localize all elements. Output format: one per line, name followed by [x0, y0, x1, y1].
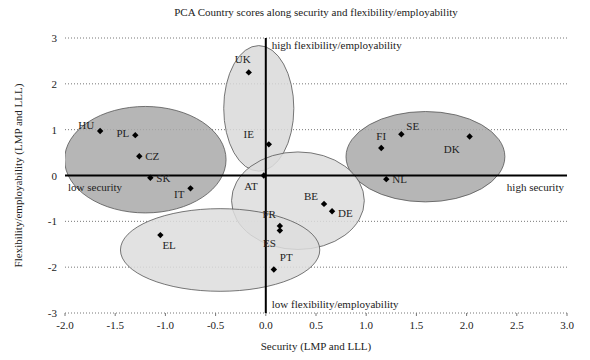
point — [187, 185, 193, 191]
point-label: UK — [235, 53, 251, 65]
point — [277, 227, 283, 233]
title: PCA Country scores along security and fl… — [174, 6, 458, 18]
point-label: SE — [406, 120, 419, 132]
group-ellipse — [346, 112, 505, 202]
x-tick-label: -1.0 — [157, 319, 175, 331]
point-label: AT — [244, 180, 258, 192]
point — [378, 145, 384, 151]
point — [261, 172, 267, 178]
annotation: high flexibility/employability — [272, 39, 402, 51]
point-label: FI — [376, 130, 386, 142]
y-tick-label: 2 — [52, 78, 58, 90]
x-tick — [516, 313, 517, 316]
x-tick — [567, 313, 568, 316]
group-ellipse — [120, 209, 319, 292]
x-tick-label: 2.5 — [510, 319, 524, 331]
group-ellipse — [224, 46, 294, 172]
grid-line — [65, 175, 567, 176]
group-ellipses — [65, 46, 505, 292]
x-tick-label: 1.0 — [359, 319, 373, 331]
point-label: SK — [156, 172, 170, 184]
x-tick-label: 1.5 — [410, 319, 424, 331]
point — [271, 266, 277, 272]
x-tick — [215, 313, 216, 316]
point — [466, 133, 472, 139]
y-tick-label: 3 — [52, 32, 58, 44]
point-label: ES — [263, 237, 276, 249]
group-ellipse — [65, 106, 226, 212]
point — [321, 201, 327, 207]
point — [136, 153, 142, 159]
point — [329, 208, 335, 214]
x-tick-label: -1.5 — [106, 319, 124, 331]
y-tick-label: -3 — [48, 307, 58, 319]
x-axis-label: Security (LMP and LLL) — [261, 340, 372, 353]
point — [147, 175, 153, 181]
point-label: PT — [280, 251, 293, 263]
grid-line — [65, 83, 567, 84]
x-tick — [416, 313, 417, 316]
y-tick-label: -1 — [48, 215, 57, 227]
point — [97, 128, 103, 134]
x-tick-label: -2.0 — [56, 319, 74, 331]
annotation: low security — [68, 181, 123, 193]
point-label: IT — [174, 188, 185, 200]
point — [157, 232, 163, 238]
point — [132, 132, 138, 138]
point-label: BE — [304, 190, 318, 202]
point-label: EL — [162, 239, 176, 251]
annotation: low flexibility/employability — [272, 298, 399, 310]
point — [266, 141, 272, 147]
points — [97, 69, 473, 272]
point-label: DE — [338, 207, 353, 219]
x-tick — [165, 313, 166, 316]
point-label: PL — [116, 127, 129, 139]
y-tick-label: 0 — [52, 170, 58, 182]
x-axis — [65, 175, 567, 177]
annotation: high security — [507, 181, 565, 193]
x-tick-label: -0.5 — [207, 319, 225, 331]
y-tick-label: -2 — [48, 261, 57, 273]
x-tick-label: 3.0 — [560, 319, 574, 331]
point-label: NL — [392, 173, 407, 185]
x-tick — [316, 313, 317, 316]
chart: PCA Country scores along security and fl… — [0, 0, 590, 360]
point — [398, 131, 404, 137]
y-axis-label: Flexibility/employability (LMP and LLL) — [12, 83, 25, 267]
point — [246, 69, 252, 75]
x-tick-label: 0.0 — [259, 319, 273, 331]
x-tick-label: 0.5 — [309, 319, 323, 331]
point-label: DK — [444, 143, 460, 155]
x-tick — [115, 313, 116, 316]
x-tick-label: 2.0 — [460, 319, 474, 331]
point-label: FR — [262, 208, 276, 220]
point — [383, 176, 389, 182]
y-tick-label: 1 — [52, 124, 58, 136]
x-tick — [65, 313, 66, 316]
x-tick — [466, 313, 467, 316]
x-tick — [366, 313, 367, 316]
x-tick — [265, 313, 266, 316]
point-label: HU — [78, 119, 94, 131]
point-label: CZ — [145, 150, 159, 162]
point-label: IE — [244, 128, 255, 140]
